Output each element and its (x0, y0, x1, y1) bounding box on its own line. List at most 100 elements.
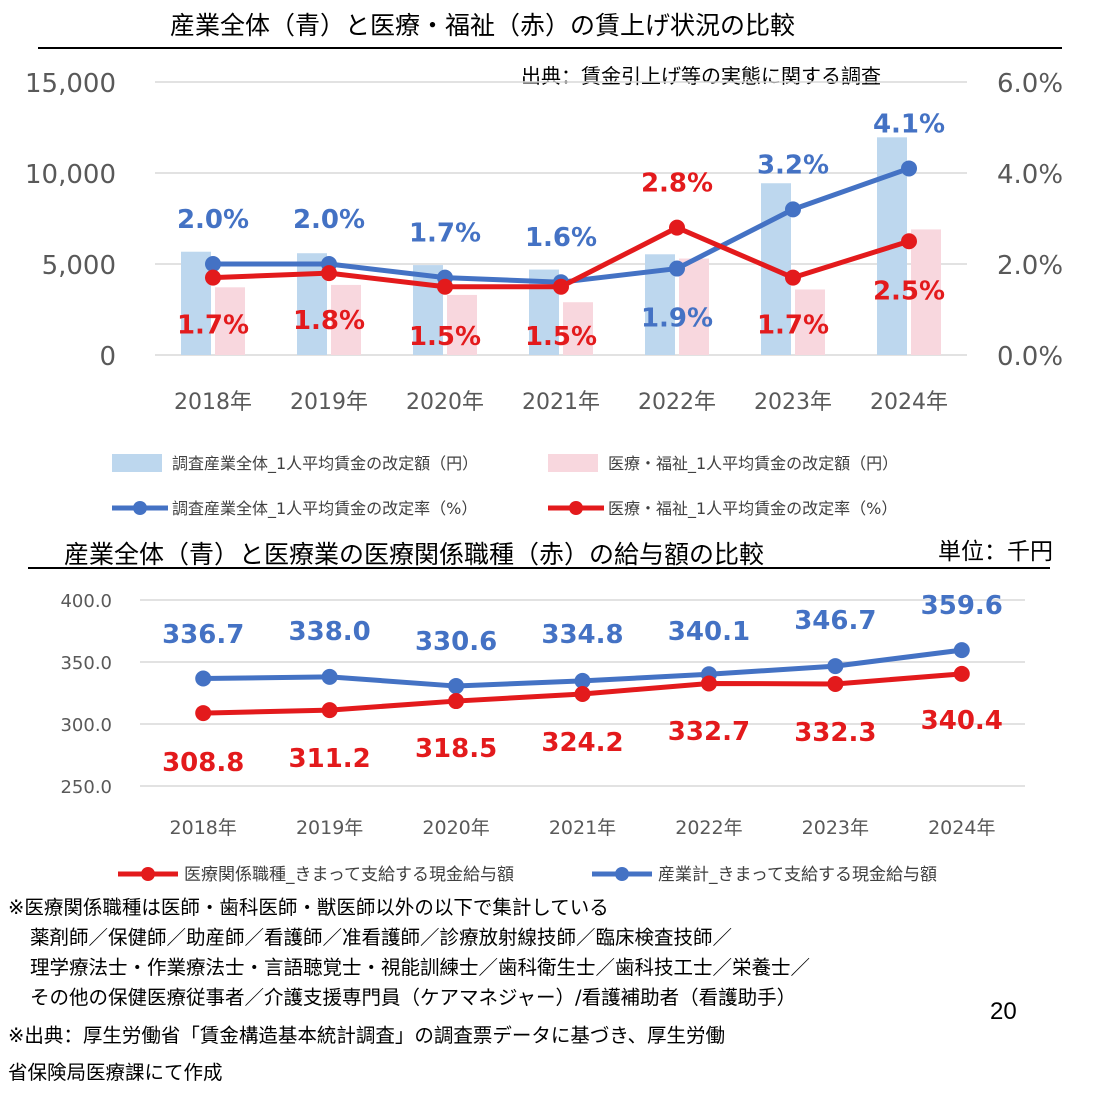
footnote-line-2: 薬剤師／保健師／助産師／看護師／准看護師／診療放射線技師／臨床検査技師／ (30, 926, 733, 949)
chart1-point (205, 256, 221, 272)
chart1-bar (679, 258, 709, 355)
chart2-data-label: 311.2 (289, 744, 371, 774)
chart1-legend-marker (133, 501, 147, 515)
chart2-x-tick-label: 2021年 (549, 817, 616, 839)
chart1-legend-label: 医療・福祉_1人平均賃金の改定率（%） (608, 499, 897, 519)
chart1-legend-swatch (112, 454, 162, 472)
chart1-y2-tick-label: 6.0% (997, 69, 1063, 99)
chart1-data-label: 1.7% (757, 311, 829, 341)
chart1-point (669, 219, 685, 236)
chart1-legend-label: 医療・福祉_1人平均賃金の改定額（円） (608, 454, 898, 474)
chart2-legend-marker (615, 867, 629, 881)
chart2-y-tick-label: 350.0 (60, 653, 112, 674)
chart1-data-label: 2.8% (641, 169, 713, 199)
chart1-x-tick-label: 2018年 (174, 390, 252, 415)
chart1-data-label: 1.6% (525, 223, 597, 253)
chart1-x-tick-label: 2024年 (870, 390, 948, 415)
chart1-bar (331, 284, 361, 355)
chart2-point (953, 665, 970, 682)
chart1-y2-tick-label: 0.0% (997, 342, 1063, 372)
chart1-x-tick-label: 2020年 (406, 390, 484, 415)
chart1-point (205, 269, 221, 286)
chart2-legend-label: 医療関係職種_きまって支給する現金給与額 (184, 865, 514, 885)
chart1-point (669, 260, 685, 277)
chart2-point (574, 672, 591, 689)
chart2-data-label: 340.1 (668, 617, 750, 647)
chart1-title: 産業全体（青）と医療・福祉（赤）の賃上げ状況の比較 (170, 11, 796, 40)
chart2-x-tick-label: 2018年 (170, 817, 237, 839)
chart1-x-tick-label: 2022年 (638, 390, 716, 415)
chart2-legend-marker (141, 867, 155, 881)
chart2-x-tick-label: 2022年 (675, 817, 742, 839)
chart1-data-label: 1.5% (525, 322, 597, 352)
chart1-data-label: 2.5% (873, 276, 945, 306)
chart1-bar (215, 287, 245, 355)
chart2-title-rule (28, 567, 1050, 569)
chart2-data-label: 324.2 (541, 728, 623, 758)
chart1-y-tick-label: 0 (99, 342, 116, 372)
chart2-data-label: 318.5 (415, 734, 497, 764)
chart1-data-label: 1.7% (409, 219, 481, 249)
footnote-line-1: ※医療関係職種は医師・歯科医師・獣医師以外の以下で集計している (8, 896, 609, 919)
chart1-data-label: 1.8% (293, 306, 365, 336)
chart1-bar (795, 289, 825, 355)
chart1-data-label: 1.9% (641, 304, 713, 334)
chart1-x-tick-label: 2019年 (290, 390, 368, 415)
chart1-point (437, 278, 453, 295)
chart2-data-label: 359.6 (921, 591, 1003, 621)
chart2-data-label: 336.7 (162, 620, 244, 650)
chart1-data-label: 2.0% (177, 205, 249, 235)
chart1-legend-marker (569, 501, 583, 515)
chart1-bar (447, 294, 477, 355)
chart2-data-label: 308.8 (162, 748, 244, 778)
chart2-x-tick-label: 2023年 (802, 817, 869, 839)
chart2-point (827, 658, 844, 675)
chart2-title: 産業全体（青）と医療業の医療関係職種（赤）の給与額の比較 (64, 540, 765, 569)
chart2-point (448, 678, 465, 695)
chart2-point (574, 685, 591, 702)
chart1-point (785, 269, 801, 286)
footnote-line-4: その他の保健医療従事者／介護支援専門員（ケアマネジャー）/看護補助者（看護助手） (30, 986, 797, 1009)
chart1-legend-label: 調査産業全体_1人平均賃金の改定額（円） (172, 454, 478, 474)
chart1-data-label: 1.5% (409, 322, 481, 352)
chart1-legend-swatch (548, 454, 598, 472)
chart2-data-label: 346.7 (794, 606, 876, 636)
chart2-point (953, 642, 970, 659)
chart1-point (321, 265, 337, 282)
page-number: 20 (990, 998, 1017, 1025)
chart2-point (448, 693, 465, 710)
chart2-x-tick-label: 2019年 (296, 817, 363, 839)
chart2-point (195, 670, 212, 687)
chart2-y-tick-label: 250.0 (60, 777, 112, 798)
chart1-bar (181, 251, 211, 355)
chart2-x-tick-label: 2024年 (928, 817, 995, 839)
chart1-source-note: 出典：賃金引上げ等の実態に関する調査 (521, 64, 881, 88)
chart2-svg: 250.0 300.0 350.0 400.0 2018年 2019年 2020年 2021年… (60, 591, 1025, 885)
chart2-data-label: 330.6 (415, 627, 497, 657)
chart1-x-tick-label: 2023年 (754, 390, 832, 415)
chart1-title-rule (38, 47, 1062, 49)
chart1-point (553, 278, 569, 295)
chart2-y-tick-label: 400.0 (60, 591, 112, 612)
chart1-x-tick-label: 2021年 (522, 390, 600, 415)
chart1-data-label: 1.7% (177, 311, 249, 341)
chart2-data-label: 332.3 (794, 718, 876, 748)
chart1-point (901, 160, 917, 177)
chart1-y-tick-label: 10,000 (25, 160, 116, 190)
chart2-point (700, 675, 717, 692)
chart2-point (195, 705, 212, 722)
chart2-data-label: 340.4 (921, 706, 1003, 736)
chart2-point (321, 702, 338, 719)
chart2-data-label: 334.8 (541, 620, 623, 650)
chart1-point (901, 233, 917, 250)
chart1-data-label: 4.1% (873, 109, 945, 139)
chart2-y-tick-label: 300.0 (60, 715, 112, 736)
chart2-x-tick-label: 2020年 (422, 817, 489, 839)
chart1-bar (911, 229, 941, 355)
footnote-line-5: ※出典：厚生労働省「賃金構造基本統計調査」の調査票データに基づき、厚生労働 (8, 1024, 725, 1047)
chart1-data-label: 2.0% (293, 205, 365, 235)
footnote-line-6: 省保険局医療課にて作成 (8, 1061, 223, 1084)
chart1-y2-tick-label: 4.0% (997, 160, 1063, 190)
chart2-unit-note: 単位：千円 (938, 539, 1053, 565)
chart1-data-label: 3.2% (757, 150, 829, 180)
